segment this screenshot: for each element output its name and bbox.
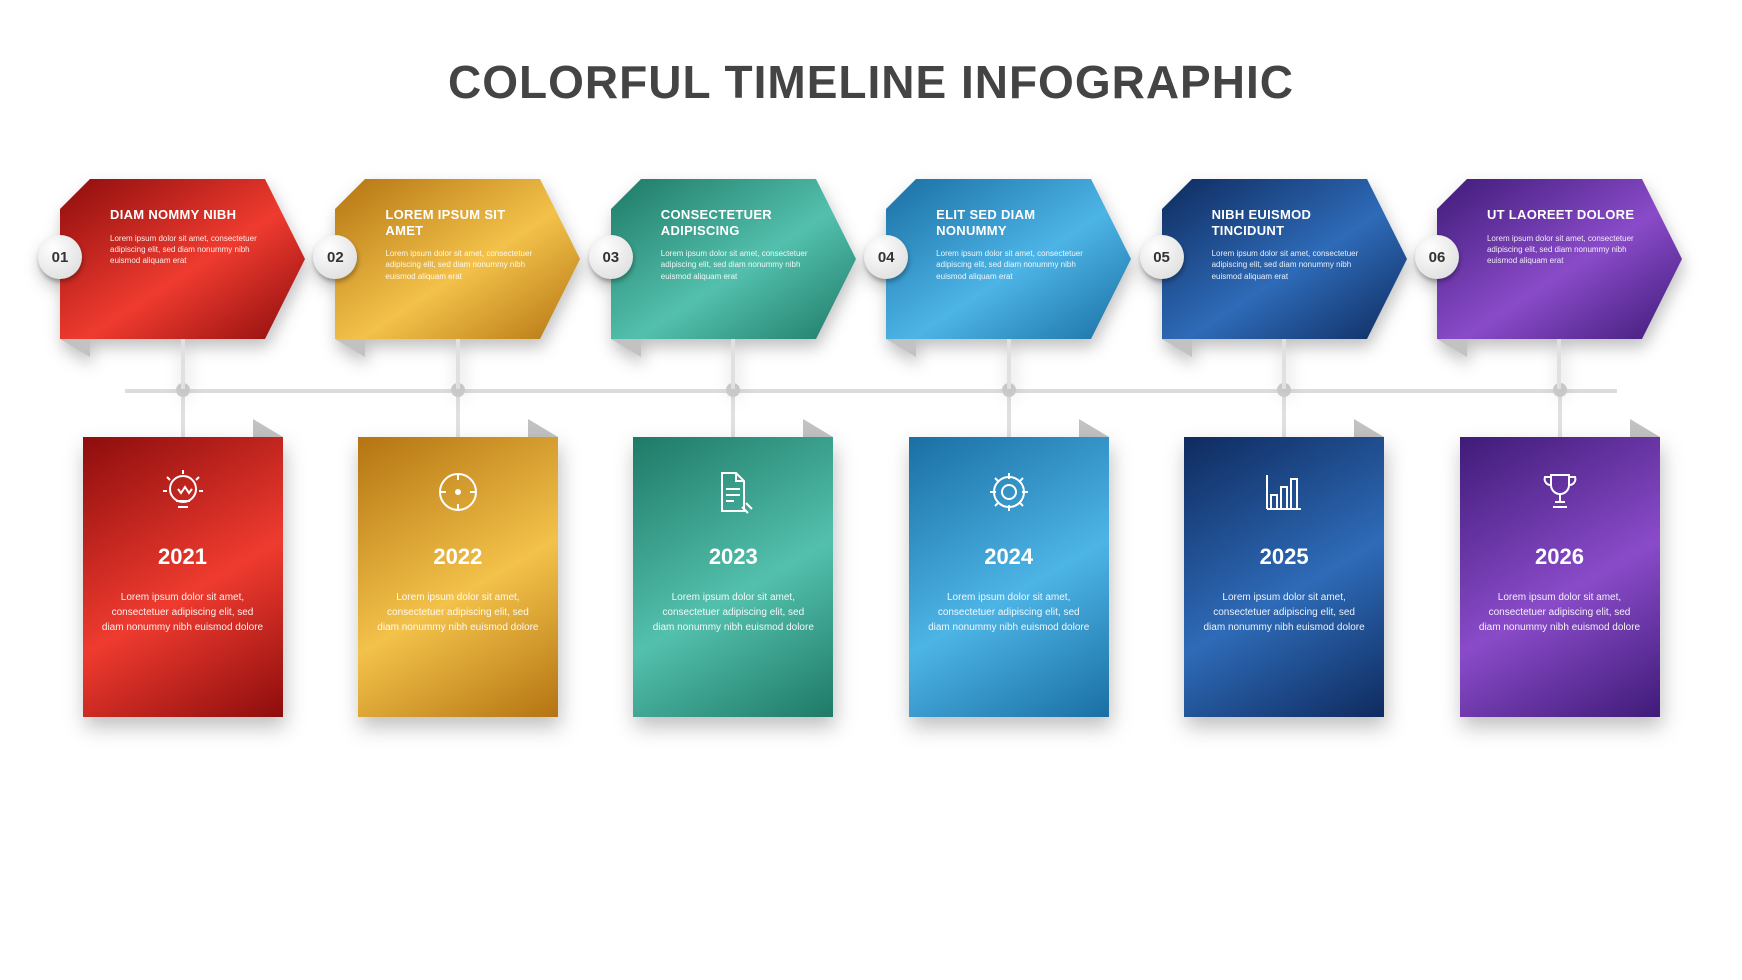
infographic-page: COLORFUL TIMELINE INFOGRAPHIC 01 DIAM NO…	[0, 0, 1742, 980]
bulb-icon	[158, 467, 208, 517]
step-number-badge: 03	[589, 235, 633, 279]
year-label: 2024	[927, 544, 1091, 570]
step-body: Lorem ipsum dolor sit amet, consectetuer…	[1487, 233, 1647, 267]
document-icon	[708, 467, 758, 517]
fold-icon	[60, 339, 90, 357]
gear-icon	[984, 467, 1034, 517]
step-body: Lorem ipsum dolor sit amet, consectetuer…	[936, 248, 1096, 282]
step-number-badge: 04	[864, 235, 908, 279]
fold-icon	[1162, 339, 1192, 357]
step-heading: LOREM IPSUM SIT AMET	[385, 207, 545, 238]
year-label: 2026	[1478, 544, 1642, 570]
step-number-badge: 01	[38, 235, 82, 279]
step-heading: NIBH EUISMOD TINCIDUNT	[1212, 207, 1372, 238]
connector-line	[1007, 339, 1011, 389]
year-card: 2022 Lorem ipsum dolor sit amet, consect…	[358, 437, 558, 717]
bottom-connectors	[60, 393, 1682, 453]
timeline-step: 01 DIAM NOMMY NIBH Lorem ipsum dolor sit…	[60, 179, 305, 339]
fold-icon	[528, 419, 558, 437]
timeline-step: 05 NIBH EUISMOD TINCIDUNT Lorem ipsum do…	[1162, 179, 1407, 339]
card-body: Lorem ipsum dolor sit amet, consectetuer…	[927, 590, 1091, 635]
connector-line	[731, 339, 735, 389]
timeline-step: 03 CONSECTETUER ADIPISCING Lorem ipsum d…	[611, 179, 856, 339]
connector-line	[181, 393, 185, 437]
fold-icon	[611, 339, 641, 357]
step-body: Lorem ipsum dolor sit amet, consectetuer…	[1212, 248, 1372, 282]
fold-icon	[335, 339, 365, 357]
fold-icon	[1354, 419, 1384, 437]
card-body: Lorem ipsum dolor sit amet, consectetuer…	[651, 590, 815, 635]
step-heading: DIAM NOMMY NIBH	[110, 207, 270, 223]
target-icon	[433, 467, 483, 517]
step-number-badge: 05	[1140, 235, 1184, 279]
axis-dots	[60, 383, 1682, 399]
connector-line	[1557, 339, 1561, 389]
step-heading: CONSECTETUER ADIPISCING	[661, 207, 821, 238]
timeline: 01 DIAM NOMMY NIBH Lorem ipsum dolor sit…	[60, 179, 1682, 339]
trophy-icon	[1535, 467, 1585, 517]
card-body: Lorem ipsum dolor sit amet, consectetuer…	[376, 590, 540, 635]
arrow-row: 01 DIAM NOMMY NIBH Lorem ipsum dolor sit…	[60, 179, 1682, 339]
year-card: 2026 Lorem ipsum dolor sit amet, consect…	[1460, 437, 1660, 717]
step-body: Lorem ipsum dolor sit amet, consectetuer…	[661, 248, 821, 282]
step-number-badge: 06	[1415, 235, 1459, 279]
timeline-step: 06 UT LAOREET DOLORE Lorem ipsum dolor s…	[1437, 179, 1682, 339]
year-card: 2021 Lorem ipsum dolor sit amet, consect…	[83, 437, 283, 717]
connector-line	[1282, 393, 1286, 437]
year-card: 2023 Lorem ipsum dolor sit amet, consect…	[633, 437, 833, 717]
fold-icon	[1630, 419, 1660, 437]
connector-line	[1007, 393, 1011, 437]
year-label: 2025	[1202, 544, 1366, 570]
chart-icon	[1259, 467, 1309, 517]
step-body: Lorem ipsum dolor sit amet, consectetuer…	[385, 248, 545, 282]
fold-icon	[886, 339, 916, 357]
connector-line	[456, 339, 460, 389]
year-card: 2024 Lorem ipsum dolor sit amet, consect…	[909, 437, 1109, 717]
timeline-step: 02 LOREM IPSUM SIT AMET Lorem ipsum dolo…	[335, 179, 580, 339]
card-body: Lorem ipsum dolor sit amet, consectetuer…	[1202, 590, 1366, 635]
step-heading: ELIT SED DIAM NONUMMY	[936, 207, 1096, 238]
fold-icon	[803, 419, 833, 437]
fold-icon	[1079, 419, 1109, 437]
card-body: Lorem ipsum dolor sit amet, consectetuer…	[1478, 590, 1642, 635]
year-label: 2023	[651, 544, 815, 570]
step-heading: UT LAOREET DOLORE	[1487, 207, 1647, 223]
fold-icon	[253, 419, 283, 437]
step-body: Lorem ipsum dolor sit amet, consectetuer…	[110, 233, 270, 267]
year-label: 2022	[376, 544, 540, 570]
connector-line	[731, 393, 735, 437]
connector-line	[456, 393, 460, 437]
year-label: 2021	[101, 544, 265, 570]
connector-line	[1282, 339, 1286, 389]
year-card: 2025 Lorem ipsum dolor sit amet, consect…	[1184, 437, 1384, 717]
connector-line	[1558, 393, 1562, 437]
fold-icon	[1437, 339, 1467, 357]
connector-line	[181, 339, 185, 389]
card-body: Lorem ipsum dolor sit amet, consectetuer…	[101, 590, 265, 635]
timeline-step: 04 ELIT SED DIAM NONUMMY Lorem ipsum dol…	[886, 179, 1131, 339]
page-title: COLORFUL TIMELINE INFOGRAPHIC	[60, 55, 1682, 109]
